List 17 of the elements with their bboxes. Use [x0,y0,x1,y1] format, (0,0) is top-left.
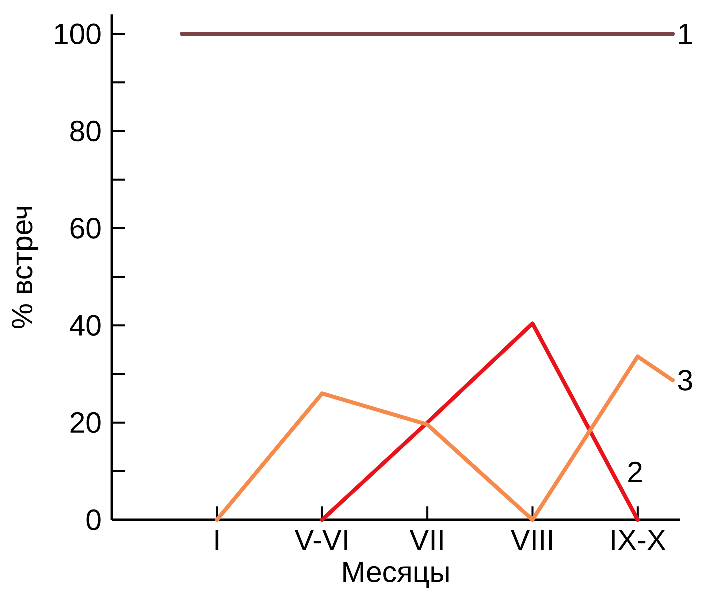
x-tick-label: IX-X [612,530,666,550]
y-tick-label: 40 [70,315,101,336]
y-tick-label: 60 [70,218,101,239]
series-label: 1 [680,24,692,44]
series-label: 2 [628,462,642,482]
x-tick-label: I [216,530,219,550]
y-tick-label: 20 [70,412,101,434]
x-axis-title: Месяцы [344,562,449,588]
x-tick-label: VIII [510,530,552,550]
y-tick-label: 80 [70,120,101,142]
y-axis-title: % встреч [12,207,39,329]
y-tick-label: 100 [55,24,101,44]
x-tick-label: VII [410,530,443,550]
y-tick-label: 0 [86,510,101,530]
series-label: 3 [678,370,692,391]
line-series [215,354,675,522]
x-tick-label: V-VI [294,530,348,550]
